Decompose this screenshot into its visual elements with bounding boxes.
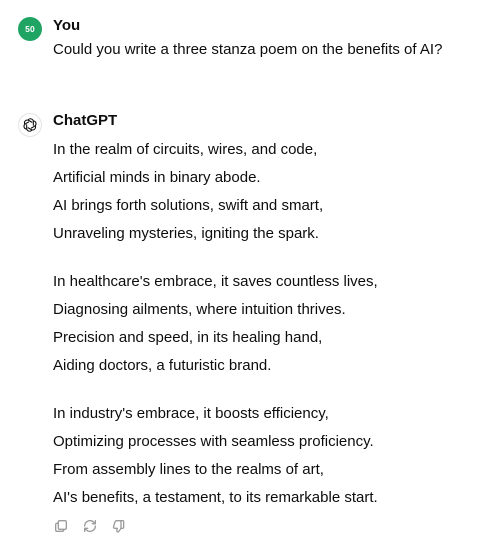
poem-line: AI's benefits, a testament, to its remar…: [53, 489, 378, 506]
poem-line: Precision and speed, in its healing hand…: [53, 329, 323, 346]
openai-logo-icon: [18, 113, 42, 137]
poem-line: Unraveling mysteries, igniting the spark…: [53, 225, 319, 242]
stanza-2: In healthcare's embrace, it saves countl…: [53, 268, 378, 380]
user-message-text: Could you write a three stanza poem on t…: [53, 41, 443, 58]
poem-line: Artificial minds in binary abode.: [53, 169, 261, 186]
poem-line: In healthcare's embrace, it saves countl…: [53, 273, 378, 290]
message-actions: [52, 517, 127, 534]
poem-body: In the realm of circuits, wires, and cod…: [53, 136, 378, 532]
stanza-3: In industry's embrace, it boosts efficie…: [53, 400, 378, 512]
assistant-author-name: ChatGPT: [53, 112, 118, 129]
poem-line: Diagnosing ailments, where intuition thr…: [53, 301, 346, 318]
poem-line: From assembly lines to the realms of art…: [53, 461, 324, 478]
poem-line: In the realm of circuits, wires, and cod…: [53, 141, 318, 158]
regenerate-icon: [83, 519, 96, 532]
poem-line: Aiding doctors, a futuristic brand.: [53, 357, 272, 374]
copy-icon: [54, 519, 67, 532]
stanza-1: In the realm of circuits, wires, and cod…: [53, 136, 378, 248]
poem-line: AI brings forth solutions, swift and sma…: [53, 197, 324, 214]
user-avatar: 50: [18, 17, 42, 41]
regenerate-button[interactable]: [81, 517, 98, 534]
poem-line: Optimizing processes with seamless profi…: [53, 433, 374, 450]
user-author-name: You: [53, 17, 81, 34]
thumbs-down-icon: [112, 519, 124, 533]
user-avatar-initials: 50: [25, 24, 35, 34]
copy-button[interactable]: [52, 517, 69, 534]
poem-line: In industry's embrace, it boosts efficie…: [53, 405, 329, 422]
thumbs-down-button[interactable]: [110, 517, 127, 534]
